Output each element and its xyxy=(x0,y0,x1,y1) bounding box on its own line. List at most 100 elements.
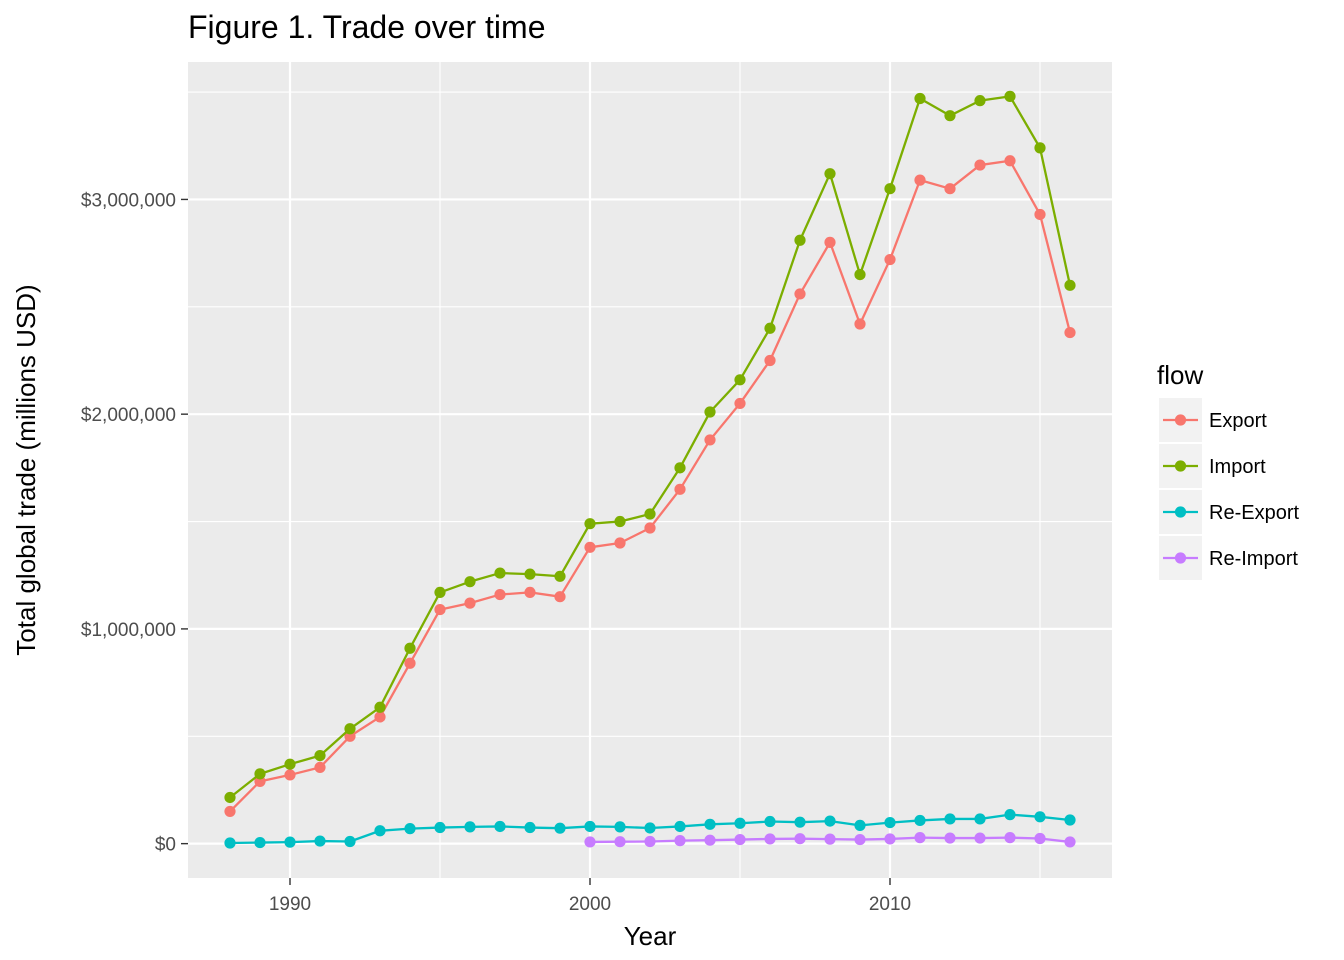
data-point-import xyxy=(914,92,926,105)
data-point-re-export xyxy=(944,813,956,825)
data-point-export xyxy=(314,761,326,774)
data-point-re-import xyxy=(884,833,896,845)
data-point-re-import xyxy=(794,833,806,845)
data-point-export xyxy=(284,769,296,781)
data-point-re-export xyxy=(344,835,356,848)
legend-item-re-export: Re-Export xyxy=(1159,490,1299,534)
data-point-export xyxy=(914,174,926,186)
data-point-re-export xyxy=(314,835,326,847)
data-point-import xyxy=(254,768,266,780)
legend-label-re-export: Re-Export xyxy=(1209,502,1299,524)
data-point-import xyxy=(794,234,806,246)
legend: flow Export Import Re-Export Re-Import xyxy=(1157,360,1299,580)
data-point-import xyxy=(374,701,386,713)
legend-item-import: Import xyxy=(1159,444,1266,488)
data-point-export xyxy=(884,253,896,266)
data-point-export xyxy=(374,711,386,723)
series-re-import xyxy=(584,832,1076,848)
data-point-re-export xyxy=(1034,811,1046,823)
data-point-re-import xyxy=(824,833,836,845)
data-point-export xyxy=(644,522,656,534)
data-point-re-export xyxy=(374,825,386,837)
data-point-export xyxy=(674,483,686,495)
data-point-export xyxy=(944,183,956,195)
legend-label-import: Import xyxy=(1209,456,1266,478)
data-point-export xyxy=(1064,326,1076,339)
data-point-import xyxy=(584,518,596,530)
x-tick-label: 2010 xyxy=(869,894,911,915)
y-tick-label: $3,000,000 xyxy=(81,190,176,211)
data-point-export xyxy=(464,597,476,609)
data-point-import xyxy=(1034,142,1046,154)
data-point-re-export xyxy=(494,820,506,833)
data-point-re-export xyxy=(794,816,806,828)
data-point-import xyxy=(494,567,506,579)
data-point-import xyxy=(1064,279,1076,291)
legend-label-re-import: Re-Import xyxy=(1209,548,1298,570)
data-point-export xyxy=(224,805,236,818)
data-point-re-import xyxy=(854,833,866,846)
data-point-import xyxy=(674,462,686,474)
data-point-export xyxy=(974,159,986,171)
data-point-re-export xyxy=(884,816,896,829)
major-gridlines xyxy=(188,62,1112,878)
data-point-export xyxy=(764,354,776,367)
data-point-import xyxy=(524,568,536,580)
data-point-import xyxy=(614,515,626,528)
data-point-re-export xyxy=(554,822,566,834)
data-point-export xyxy=(434,603,446,616)
data-point-import xyxy=(314,750,326,762)
data-point-export xyxy=(494,588,506,601)
data-point-export xyxy=(614,537,626,549)
data-point-import xyxy=(464,576,476,588)
data-point-re-export xyxy=(524,821,536,834)
data-point-re-import xyxy=(704,834,716,846)
legend-item-re-import: Re-Import xyxy=(1159,536,1298,580)
data-point-re-export xyxy=(854,819,866,831)
plot-panel xyxy=(188,62,1112,878)
data-point-re-export xyxy=(254,836,266,849)
data-point-export xyxy=(824,236,836,248)
data-point-re-export xyxy=(224,837,236,849)
data-point-re-export xyxy=(584,820,596,833)
data-point-re-export xyxy=(914,814,926,827)
data-point-re-import xyxy=(944,832,956,844)
series-export xyxy=(224,155,1076,818)
data-point-import xyxy=(854,268,866,281)
data-point-import xyxy=(434,586,446,599)
data-point-re-export xyxy=(824,815,836,827)
legend-key-point xyxy=(1174,552,1187,564)
data-point-import xyxy=(734,374,746,386)
data-point-re-export xyxy=(1064,814,1076,826)
data-point-re-export xyxy=(974,813,986,825)
legend-items: Export Import Re-Export Re-Import xyxy=(1159,398,1299,580)
data-point-re-export xyxy=(404,823,416,835)
data-point-re-import xyxy=(1064,836,1076,848)
y-tick-label: $0 xyxy=(155,835,176,856)
data-point-import xyxy=(764,322,776,334)
data-point-import xyxy=(344,723,356,735)
data-point-export xyxy=(734,397,746,410)
data-point-export xyxy=(854,318,866,330)
data-point-export xyxy=(524,586,536,599)
legend-key-point xyxy=(1174,460,1187,472)
data-point-re-import xyxy=(734,833,746,846)
series-re-export xyxy=(224,809,1076,849)
data-point-import xyxy=(884,183,896,195)
series-layer xyxy=(224,90,1076,849)
data-point-export xyxy=(584,541,596,553)
legend-key-point xyxy=(1174,414,1187,426)
legend-item-export: Export xyxy=(1159,398,1267,442)
data-point-export xyxy=(554,591,566,603)
data-point-import xyxy=(944,110,956,122)
data-point-re-import xyxy=(644,835,656,848)
data-point-re-export xyxy=(434,821,446,834)
data-point-export xyxy=(794,288,806,300)
data-point-import xyxy=(404,642,416,654)
data-point-re-export xyxy=(464,821,476,833)
data-point-re-import xyxy=(614,836,626,848)
x-tick-label: 2000 xyxy=(569,894,611,915)
chart-title: Figure 1. Trade over time xyxy=(188,9,545,45)
data-point-import xyxy=(1004,90,1016,102)
